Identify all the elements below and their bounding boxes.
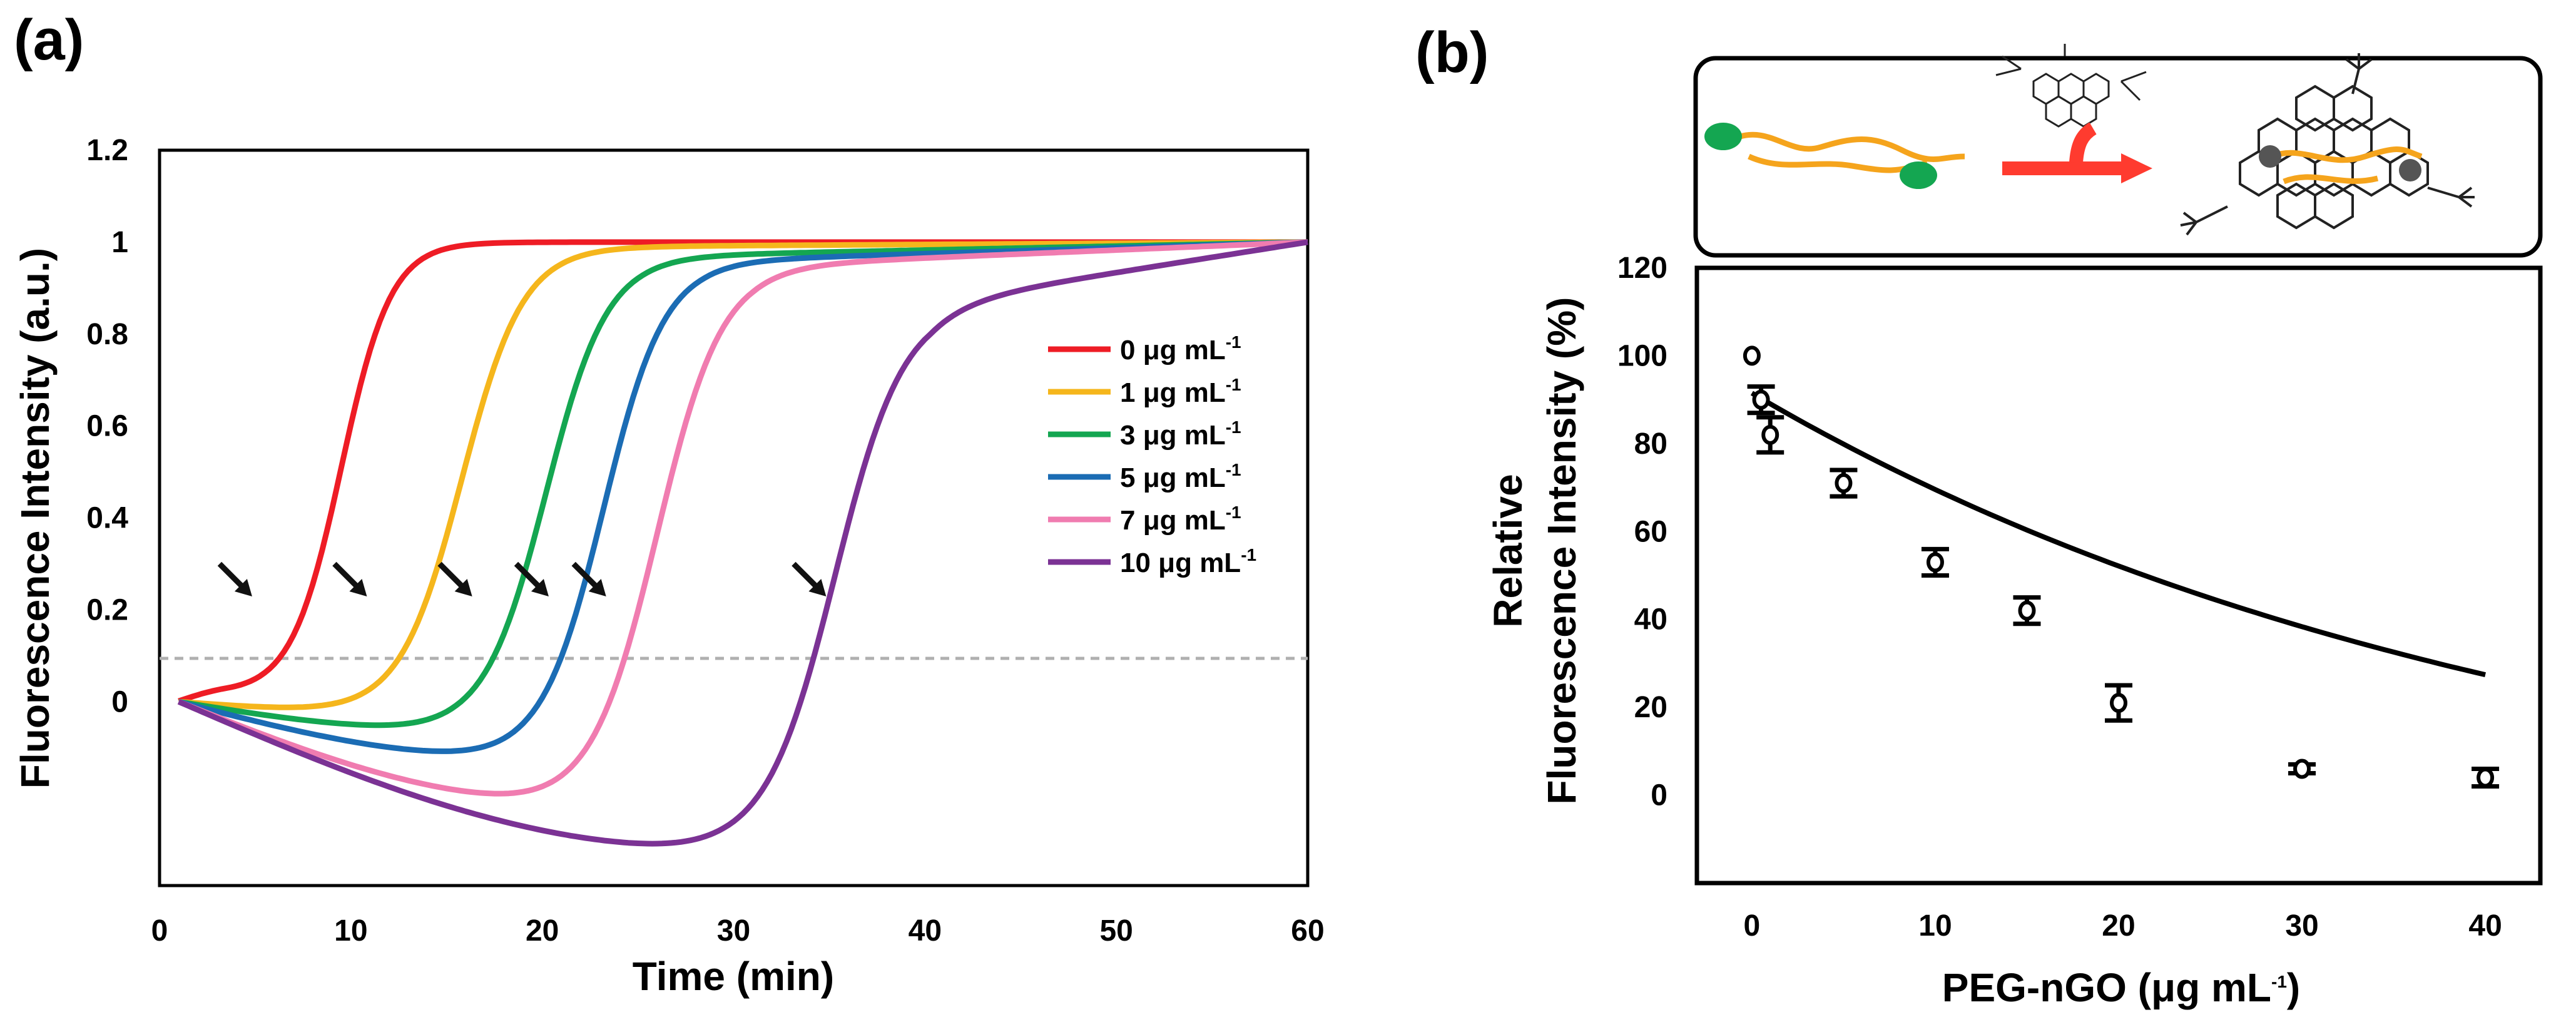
y-axis-title-a: Fluorescence Intensity (a.u.)	[13, 248, 58, 789]
plot-frame-a	[158, 148, 1310, 887]
legend-label: 5 μg mL-1	[1120, 460, 1241, 493]
y-tick-label: 20	[1634, 691, 1667, 724]
fit-curve-b	[1750, 391, 2487, 677]
x-tick-label: 20	[526, 914, 559, 948]
x-axis-title-a: Time (min)	[633, 954, 834, 999]
legend-label: 1 μg mL-1	[1120, 375, 1241, 408]
y-tick-labels-b: 0 20 40 60 80 100 120	[1617, 252, 1667, 812]
x-tick-label: 0	[1744, 909, 1761, 943]
y-axis-title-b-line2: Fluorescence Intensity (%)	[1539, 297, 1584, 805]
panel-label-a: (a)	[14, 8, 84, 72]
x-tick-label: 40	[909, 914, 942, 948]
quenched-complex-icon	[2180, 53, 2475, 236]
x-tick-labels-b: 0 10 20 30 40	[1744, 909, 2502, 943]
legend-label: 0 μg mL-1	[1120, 332, 1241, 365]
probe-strand-icon	[1704, 123, 1965, 189]
y-tick-label: 0.2	[86, 593, 128, 626]
x-tick-label: 10	[1918, 909, 1952, 943]
data-point	[2013, 595, 2041, 626]
x-tick-label: 60	[1291, 914, 1324, 948]
y-tick-labels-a: 0 0.2 0.4 0.6 0.8 1 1.2	[86, 134, 128, 718]
y-axis-title-b-line1: Relative	[1485, 474, 1530, 627]
x-tick-label: 30	[2285, 909, 2318, 943]
fit-line	[1750, 391, 2487, 677]
x-tick-label: 10	[334, 914, 367, 948]
arrow-icon	[437, 561, 472, 596]
data-point	[2288, 759, 2316, 779]
data-point	[1743, 345, 1761, 366]
series-line	[178, 239, 1308, 754]
arrow-markers	[217, 561, 827, 596]
series-line	[177, 239, 1308, 797]
y-tick-label: 120	[1617, 252, 1667, 285]
series-curves-a	[177, 239, 1308, 847]
y-tick-label: 0.4	[86, 502, 128, 535]
y-tick-label: 60	[1634, 515, 1667, 548]
x-tick-label: 0	[151, 914, 168, 948]
x-tick-label: 20	[2102, 909, 2135, 943]
data-point	[1830, 468, 1858, 499]
panel-a-chart: 0 0.2 0.4 0.6 0.8 1 1.2 0 10 20 30 40 50 60 0 μg mL-…	[13, 134, 1325, 999]
x-tick-label: 50	[1099, 914, 1133, 948]
series-line	[177, 239, 1308, 847]
schematic-box	[1693, 44, 2543, 258]
arrow-icon	[792, 561, 827, 596]
data-point	[1747, 384, 1775, 416]
x-tick-label: 40	[2468, 909, 2502, 943]
y-tick-label: 100	[1617, 339, 1667, 372]
nanographene-oxide-icon	[1995, 44, 2147, 128]
legend-label: 10 μg mL-1	[1120, 545, 1256, 578]
data-point	[2105, 683, 2132, 723]
x-axis-title-b: PEG-nGO (μg mL-1)	[1942, 965, 2300, 1010]
panel-label-b: (b)	[1415, 21, 1489, 84]
data-point	[1756, 415, 1784, 455]
y-tick-label: 0	[111, 685, 128, 718]
arrow-icon	[571, 561, 606, 596]
schematic-frame	[1693, 56, 2543, 258]
y-tick-label: 1	[111, 226, 128, 259]
y-tick-label: 0.6	[86, 410, 128, 443]
arrow-icon	[332, 561, 367, 596]
x-tick-label: 30	[717, 914, 750, 948]
legend-label: 3 μg mL-1	[1120, 417, 1241, 451]
y-tick-label: 1.2	[86, 134, 128, 167]
x-tick-labels-a: 0 10 20 30 40 50 60	[151, 914, 1325, 948]
y-tick-label: 80	[1634, 427, 1667, 461]
legend-a: 0 μg mL-1 1 μg mL-1 3 μg mL-1 5 μg mL-1 7 μg…	[1048, 332, 1256, 578]
legend-label: 7 μg mL-1	[1120, 503, 1241, 536]
y-tick-label: 0.8	[86, 318, 128, 351]
red-arrow-icon	[2002, 122, 2152, 183]
panel-b-chart: 0 20 40 60 80 100 120 0 10 20 30 40 PEG-nGO (μg mL…	[1485, 252, 2543, 1010]
arrow-icon	[217, 561, 252, 596]
data-point	[2472, 766, 2500, 789]
arrow-icon	[514, 561, 549, 596]
y-tick-label: 0	[1651, 779, 1667, 812]
data-point	[1921, 546, 1949, 578]
data-points-b	[1743, 345, 2500, 789]
plot-frame-b	[1694, 265, 2543, 886]
y-tick-label: 40	[1634, 603, 1667, 636]
